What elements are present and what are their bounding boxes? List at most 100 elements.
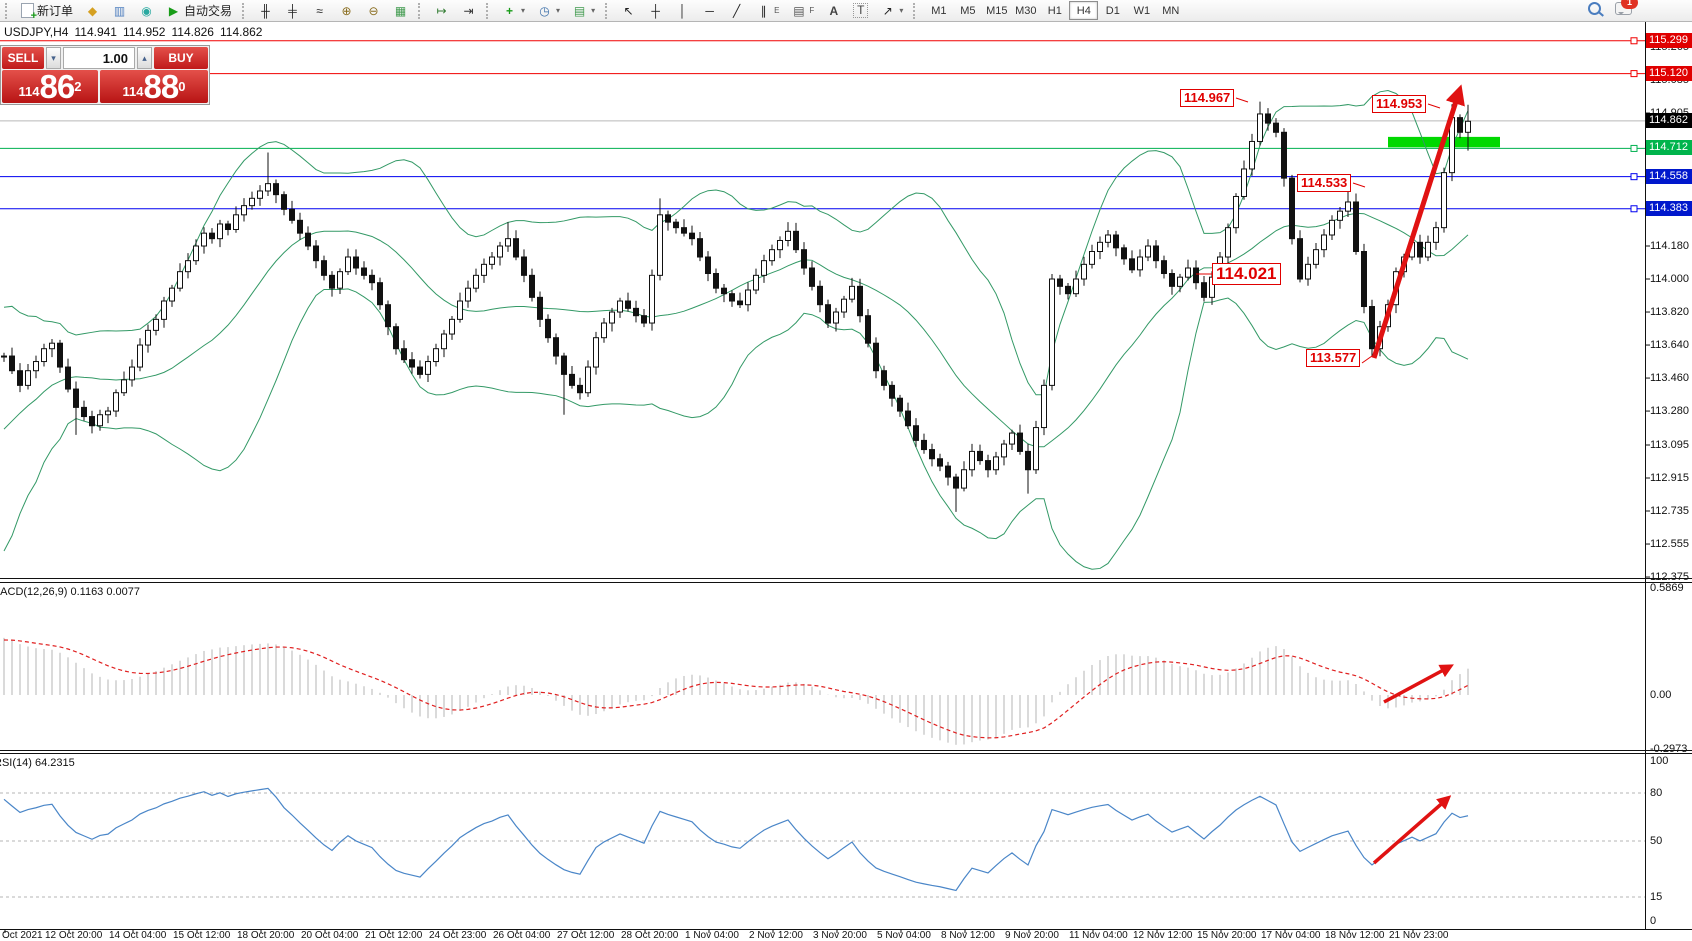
zoom-in-button[interactable]: ⊕ xyxy=(334,0,359,21)
timeframe-m1[interactable]: M1 xyxy=(931,4,947,17)
signal-button[interactable]: ◉ xyxy=(134,0,159,21)
price-line-label[interactable]: 114.383 xyxy=(1646,200,1692,216)
price-annotation[interactable]: 114.953 xyxy=(1372,95,1427,113)
candle-body xyxy=(1193,267,1199,284)
candle-body xyxy=(1161,260,1167,275)
autotrading-button[interactable]: ▶ 自动交易 xyxy=(161,0,237,21)
trendline-tool-button[interactable]: ╱ xyxy=(724,0,749,21)
candle-body xyxy=(681,227,687,234)
styler-button[interactable]: ◆ xyxy=(80,0,105,21)
chevron-down-icon: ▾ xyxy=(521,6,526,15)
time-tick-label: 2 Nov 12:00 xyxy=(749,930,803,941)
candle-body xyxy=(1257,113,1263,142)
toolbar-grip[interactable] xyxy=(605,2,611,19)
text-tool-button[interactable]: A xyxy=(821,0,846,21)
time-tick-label: 20 Oct 04:00 xyxy=(301,930,359,941)
chart-shift-button[interactable]: ⇥ xyxy=(456,0,481,21)
price-annotation[interactable]: 113.577 xyxy=(1306,349,1361,367)
toolbar-grip[interactable] xyxy=(418,2,424,19)
candlestick-chart-button[interactable]: ╪ xyxy=(280,0,305,21)
price-annotation[interactable]: 114.967 xyxy=(1180,89,1235,107)
bollinger-lower-band xyxy=(3,288,1469,570)
price-line-label[interactable]: 115.120 xyxy=(1646,65,1692,81)
candle-body xyxy=(1345,201,1351,212)
price-annotation[interactable]: 114.533 xyxy=(1297,174,1352,192)
zoom-out-button[interactable]: ⊖ xyxy=(361,0,386,21)
toolbar-grip[interactable] xyxy=(242,2,248,19)
timeframe-h4[interactable]: H4 xyxy=(1069,1,1099,20)
market-watch-button[interactable]: ▥ xyxy=(107,0,132,21)
signal-icon: ◉ xyxy=(141,3,152,18)
auto-scroll-button[interactable]: ↦ xyxy=(429,0,454,21)
candle-body xyxy=(1185,267,1191,278)
candle-body xyxy=(785,230,791,241)
candle-body xyxy=(913,425,919,441)
candle-body xyxy=(1113,234,1119,249)
volume-input[interactable]: 1.00 xyxy=(63,47,135,69)
candle-body xyxy=(553,337,559,357)
search-button[interactable] xyxy=(1588,1,1601,20)
timeframe-w1[interactable]: W1 xyxy=(1133,4,1151,17)
volume-decrease-button[interactable]: ▾ xyxy=(46,47,61,69)
candle-body xyxy=(9,355,15,372)
candle-body xyxy=(1457,117,1463,133)
tile-windows-button[interactable]: ▦ xyxy=(388,0,413,21)
sell-price[interactable]: 114 86 2 xyxy=(2,70,98,103)
sell-button[interactable]: SELL xyxy=(2,47,44,69)
candle-body xyxy=(321,260,327,276)
price-line-label[interactable]: 114.862 xyxy=(1646,112,1692,128)
candle-body xyxy=(857,285,863,317)
horizontal-line-tool-button[interactable]: ─ xyxy=(697,0,722,21)
fibonacci-tool-button[interactable]: ▤ F xyxy=(786,0,819,21)
periods-button[interactable]: ◷ ▾ xyxy=(532,0,565,21)
candle-body xyxy=(217,223,223,240)
candle-body xyxy=(425,361,431,375)
channel-tool-button[interactable]: ∥ E xyxy=(751,0,784,21)
templates-button[interactable]: ▤ ▾ xyxy=(567,0,600,21)
price-line-label[interactable]: 114.558 xyxy=(1646,168,1692,184)
price-line-label[interactable]: 115.299 xyxy=(1646,32,1692,48)
timeframe-m15[interactable]: M15 xyxy=(986,4,1008,17)
bar-chart-button[interactable]: ╫ xyxy=(253,0,278,21)
price-annotation[interactable]: 114.021 xyxy=(1212,263,1281,285)
toolbar-grip[interactable] xyxy=(5,2,11,19)
annotation-connector xyxy=(1235,97,1249,103)
chart-ohlc-header: USDJPY,H4 114.941 114.952 114.826 114.862 xyxy=(4,25,268,39)
candle-body xyxy=(905,410,911,427)
candle-body xyxy=(633,307,639,317)
timeframe-m30[interactable]: M30 xyxy=(1015,4,1037,17)
new-order-button[interactable]: + 新订单 xyxy=(16,0,78,22)
candle-body xyxy=(881,370,887,386)
time-tick-label: Oct 2021 xyxy=(2,930,43,941)
buy-button[interactable]: BUY xyxy=(154,47,208,69)
candle-body xyxy=(41,348,47,363)
crosshair-tool-button[interactable]: ┼ xyxy=(643,0,668,21)
candle-body xyxy=(345,256,351,273)
line-chart-button[interactable]: ≈ xyxy=(307,0,332,21)
toolbar-grip[interactable] xyxy=(486,2,492,19)
annotation-connector xyxy=(1361,355,1373,364)
price-tick-label: 114.180 xyxy=(1650,240,1689,252)
price-tick-label: 113.095 xyxy=(1650,438,1689,451)
timeframe-d1[interactable]: D1 xyxy=(1105,4,1120,17)
cursor-tool-button[interactable]: ↖ xyxy=(616,0,641,21)
candle-body xyxy=(489,256,495,265)
timeframe-mn[interactable]: MN xyxy=(1162,4,1180,17)
buy-price[interactable]: 114 88 0 xyxy=(100,70,208,103)
arrows-tool-button[interactable]: ↗ ▾ xyxy=(875,0,908,21)
vertical-line-tool-button[interactable]: │ xyxy=(670,0,695,21)
candle-body xyxy=(1177,276,1183,287)
toolbar-grip[interactable] xyxy=(913,2,919,19)
candle-body xyxy=(1233,195,1239,229)
candle-body xyxy=(1001,443,1007,458)
timeframe-m5[interactable]: M5 xyxy=(960,4,976,17)
sell-price-pip: 2 xyxy=(74,79,82,94)
price-line-label[interactable]: 114.712 xyxy=(1646,140,1692,156)
indicators-button[interactable]: + ▾ xyxy=(497,0,530,21)
chat-button[interactable]: 1 xyxy=(1615,0,1638,20)
volume-increase-button[interactable]: ▴ xyxy=(137,47,152,69)
text-label-tool-button[interactable]: T xyxy=(848,0,873,21)
candle-body xyxy=(889,384,895,399)
timeframe-h1[interactable]: H1 xyxy=(1047,4,1062,17)
